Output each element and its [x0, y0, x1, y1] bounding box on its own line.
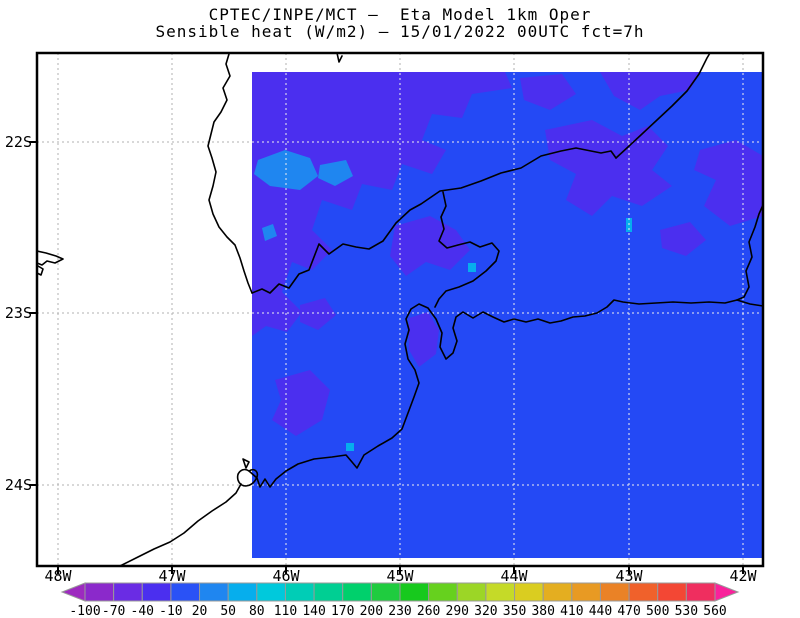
map-lines [37, 53, 763, 566]
colorbar-cell [399, 582, 430, 602]
colorbar-tick-label: 20 [192, 604, 208, 618]
plot-title-line2: Sensible heat (W/m2) – 15/01/2022 00UTC … [155, 22, 645, 41]
colorbar-cell [428, 582, 458, 602]
colorbar-cell [227, 582, 258, 602]
colorbar-cell [342, 582, 372, 602]
colorbar-tick-label: 410 [560, 604, 583, 618]
colorbar-overflow-arrow [714, 582, 740, 602]
coast-east-spur [736, 299, 763, 307]
colorbar-cell [514, 582, 544, 602]
colorbar-tick-label: 530 [675, 604, 698, 618]
y-axis-label: 23S [5, 304, 32, 322]
data-patch [545, 120, 672, 216]
colorbar-cell [685, 582, 716, 602]
coastal-island [236, 458, 259, 487]
colorbar-tick-label: 140 [302, 604, 325, 618]
colorbar-cell [170, 582, 201, 602]
colorbar-tick-label: -100 [69, 604, 100, 618]
colorbar-tick-label: 230 [388, 604, 411, 618]
data-patch [520, 74, 576, 110]
colorbar-underflow-arrow [60, 582, 86, 602]
colorbar-cell [256, 582, 286, 602]
colorbar-cell [141, 582, 172, 602]
x-axis-label: 44W [500, 567, 528, 585]
y-axis-label: 24S [5, 476, 32, 494]
data-field [252, 72, 763, 558]
colorbar-tick-label: 440 [589, 604, 612, 618]
colorbar-tick-label: 320 [474, 604, 497, 618]
colorbar-cell [628, 582, 659, 602]
axis-ticks [29, 141, 744, 574]
data-patch [468, 263, 476, 272]
colorbar-tick-label: 500 [646, 604, 669, 618]
colorbar-tick-label: 290 [446, 604, 469, 618]
x-axis-label: 45W [386, 567, 414, 585]
gridlines-on-field [252, 72, 763, 558]
data-patch [390, 216, 470, 276]
x-axis-label: 47W [158, 567, 186, 585]
colorbar-tick-label: 260 [417, 604, 440, 618]
data-patch [346, 443, 354, 451]
colorbar-cell [657, 582, 687, 602]
data-patch [318, 160, 353, 186]
colorbar-tick-label: 110 [274, 604, 297, 618]
colorbar-cell [370, 582, 401, 602]
x-axis-label: 48W [44, 567, 72, 585]
colorbar-tick-label: -70 [102, 604, 125, 618]
x-axis-label: 46W [272, 567, 300, 585]
coastline [119, 204, 763, 566]
colorbar-tick-label: 80 [249, 604, 265, 618]
lake-west [37, 250, 64, 276]
plot-title-line1: CPTEC/INPE/MCT – Eta Model 1km Oper [208, 5, 592, 24]
data-patch [660, 222, 706, 256]
data-patch [694, 140, 763, 226]
colorbar-cell [456, 582, 487, 602]
data-patch [300, 298, 336, 330]
colorbar-cell [485, 582, 516, 602]
x-axis-label: 42W [729, 567, 757, 585]
colorbar-cell [84, 582, 115, 602]
colorbar-tick-label: 350 [503, 604, 526, 618]
colorbar-cell [113, 582, 143, 602]
colorbar-cell [542, 582, 573, 602]
data-patch [600, 72, 700, 110]
x-axis-label: 43W [615, 567, 643, 585]
colorbar-tick-label: -40 [131, 604, 154, 618]
colorbar-tick-label: 50 [220, 604, 236, 618]
colorbar-cell [571, 582, 601, 602]
colorbar-cell [313, 582, 344, 602]
y-axis-label: 22S [5, 133, 32, 151]
colorbar-tick-label: 560 [703, 604, 726, 618]
state-border-sp-rj [434, 191, 500, 308]
data-patch [409, 312, 439, 367]
colorbar-tick-label: 200 [360, 604, 383, 618]
colorbar-tick-label: 470 [617, 604, 640, 618]
data-patch [252, 72, 512, 336]
colorbar-cell [284, 582, 315, 602]
colorbar-cell [199, 582, 229, 602]
state-border-diagonal [615, 53, 711, 159]
colorbar-cell [599, 582, 630, 602]
colorbar-tick-label: 170 [331, 604, 354, 618]
state-border-west [207, 53, 253, 294]
top-border-stub [336, 53, 343, 63]
data-patch [262, 224, 277, 241]
colorbar-tick-label: -10 [159, 604, 182, 618]
colorbar-tick-label: 380 [531, 604, 554, 618]
state-border-east [251, 147, 617, 294]
